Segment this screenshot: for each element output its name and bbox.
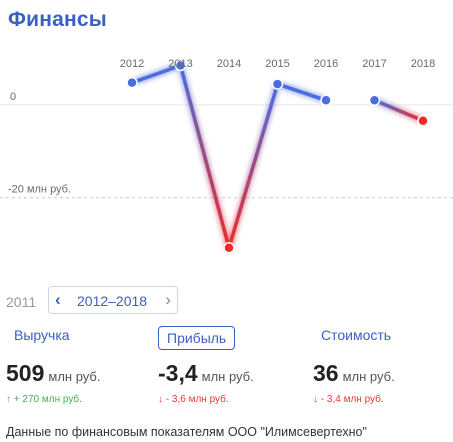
data-point (223, 242, 235, 254)
data-point (320, 94, 332, 107)
y-tick-label: -20 млн руб. (8, 184, 71, 196)
series-line-segment (178, 63, 231, 250)
footer-note: Данные по финансовым показателям ООО "Ил… (6, 425, 367, 439)
value-delta: ↓ - 3,4 млн руб. (313, 394, 384, 405)
data-point (126, 76, 138, 89)
series-line-segment (372, 98, 425, 123)
period-selector: 2011 ‹ 2012–2018 › (0, 286, 453, 316)
data-point (368, 94, 381, 107)
period-range-control: ‹ 2012–2018 › (48, 286, 178, 314)
profit-delta: ↓ - 3,6 млн руб. (158, 394, 229, 405)
tab-value[interactable]: Стоимость (321, 327, 392, 343)
data-point (271, 78, 284, 90)
series-line-segment (227, 82, 280, 250)
series-line-segment (130, 63, 183, 85)
x-tick-label: 2015 (265, 58, 289, 70)
x-tick-label: 2014 (217, 58, 241, 70)
chevron-left-icon[interactable]: ‹ (55, 290, 61, 309)
profit-value: -3,4 (158, 360, 198, 386)
tab-revenue[interactable]: Выручка (14, 327, 70, 343)
y-tick-label: 0 (10, 91, 16, 103)
tab-profit[interactable]: Прибыль (158, 326, 236, 350)
data-point (417, 114, 429, 127)
chevron-right-icon[interactable]: › (165, 290, 171, 309)
profit-line-chart: 2012 2013 2014 2015 2016 2017 2018 0 -20 млн руб… (0, 58, 453, 254)
revenue-metric: 509 млн руб. (6, 360, 100, 387)
value-unit: млн руб. (342, 369, 395, 384)
x-tick-label: 2012 (120, 58, 144, 70)
series-line-segment (275, 82, 328, 103)
value-metric: 36 млн руб. (313, 360, 395, 387)
revenue-delta: ↑ + 270 млн руб. (6, 394, 82, 405)
x-tick-label: 2018 (411, 58, 435, 70)
page-title: Финансы (8, 8, 107, 31)
previous-year-label[interactable]: 2011 (6, 294, 37, 310)
x-tick-label: 2016 (314, 58, 338, 70)
x-tick-label: 2013 (168, 58, 192, 70)
profit-unit: млн руб. (201, 369, 254, 384)
period-range-label: 2012–2018 (77, 293, 148, 309)
data-point (174, 59, 187, 72)
profit-metric: -3,4 млн руб. (158, 360, 254, 387)
value-value: 36 (313, 360, 339, 386)
revenue-value: 509 (6, 360, 45, 386)
revenue-unit: млн руб. (48, 369, 101, 384)
x-tick-label: 2017 (362, 58, 386, 70)
